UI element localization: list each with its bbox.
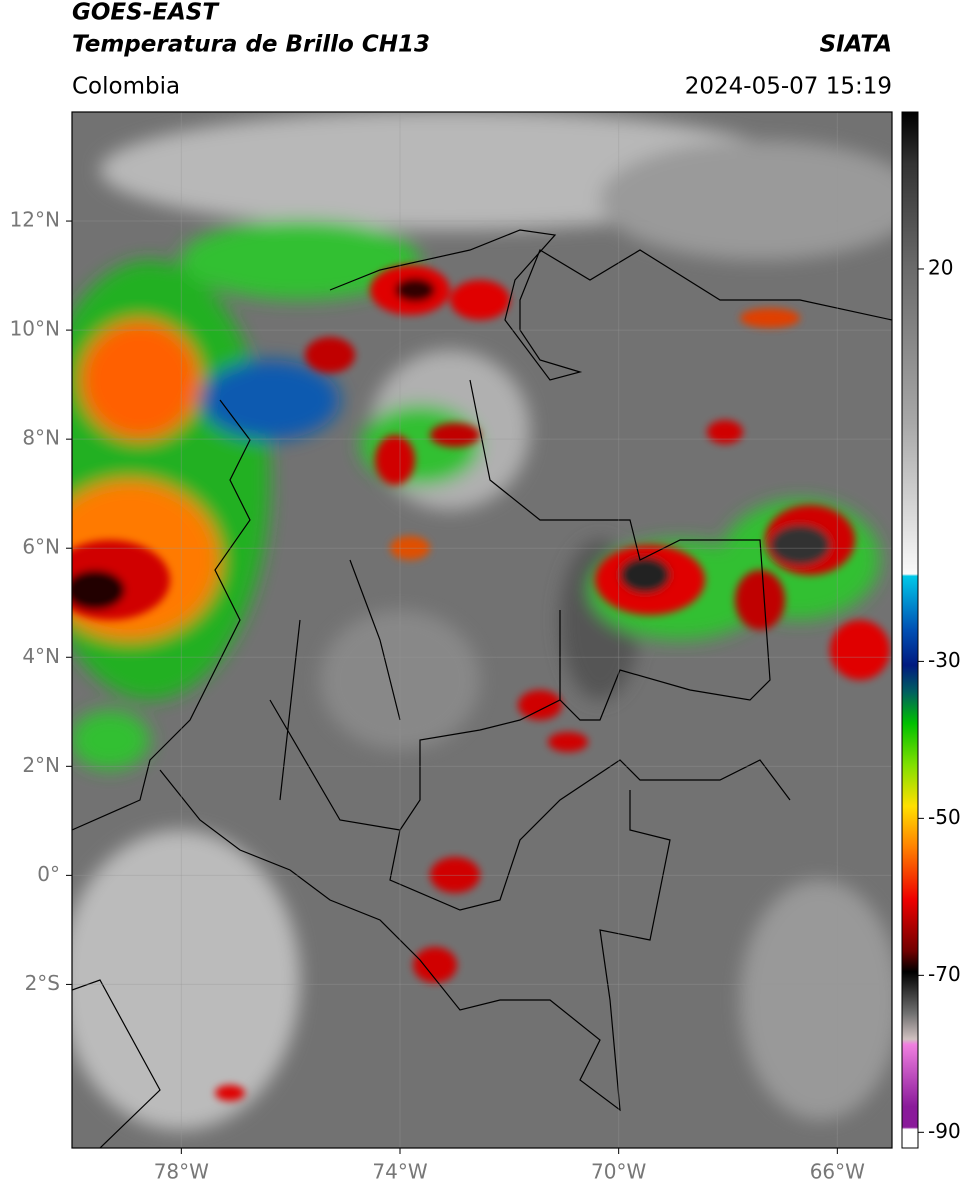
x-tick-label: 70°W [591, 1160, 646, 1184]
title: GOES-EAST [72, 0, 220, 26]
y-tick-label: 10°N [10, 317, 60, 341]
y-tick-label: 2°N [22, 753, 60, 777]
y-tick-label: 0° [37, 862, 60, 886]
colorbar-tick-label: -70 [928, 962, 961, 986]
source: SIATA [820, 32, 892, 58]
y-tick-label: 2°S [25, 971, 60, 995]
y-tick-label: 4°N [22, 644, 60, 668]
colorbar-tick-label: -30 [928, 648, 961, 672]
x-tick-label: 78°W [154, 1160, 209, 1184]
subtitle: Temperatura de Brillo CH13 [72, 32, 430, 58]
map-frame [71, 111, 893, 1149]
x-tick-label: 74°W [372, 1160, 427, 1184]
satellite-image [72, 112, 892, 1148]
colorbar-tick-label: -90 [928, 1119, 961, 1143]
x-tick-label: 66°W [810, 1160, 865, 1184]
region: Colombia [72, 74, 180, 100]
y-tick-label: 6°N [22, 535, 60, 559]
colorbar-tick-label: -50 [928, 805, 961, 829]
graticule [72, 112, 892, 1148]
colorbar [901, 111, 919, 1149]
colorbar-tick-label: 20 [928, 255, 953, 279]
y-tick-label: 8°N [22, 426, 60, 450]
timestamp: 2024-05-07 15:19 [685, 74, 892, 100]
y-tick-label: 12°N [10, 208, 60, 232]
